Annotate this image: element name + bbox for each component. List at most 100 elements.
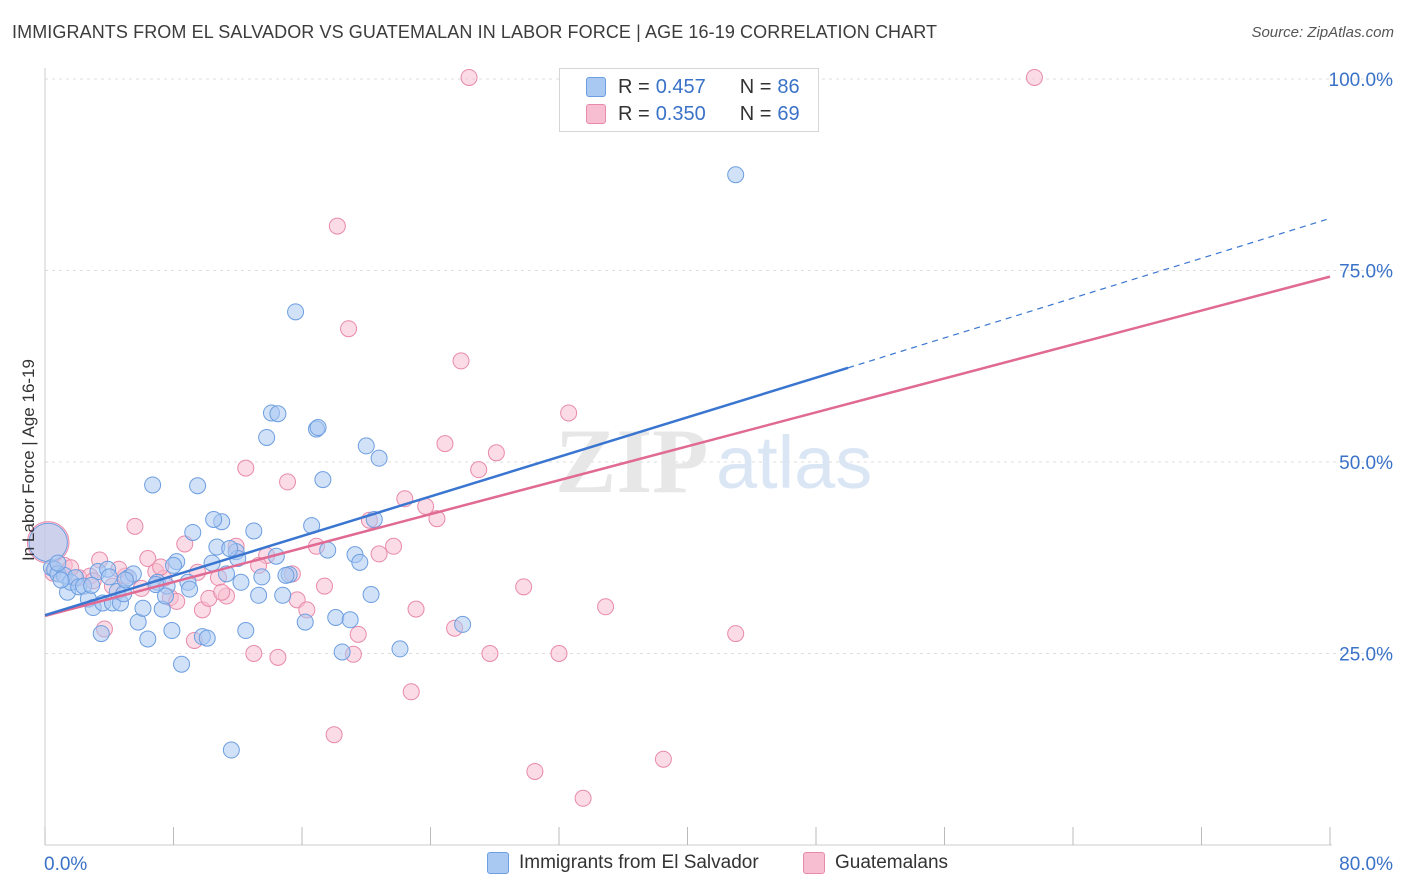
data-point	[139, 550, 157, 568]
legend: R = 0.457 N = 86 R = 0.350 N = 69	[559, 68, 819, 132]
data-point	[325, 726, 343, 744]
legend-swatch-pink	[586, 104, 606, 124]
data-point	[357, 437, 375, 455]
data-point	[327, 608, 345, 626]
data-point	[279, 473, 297, 491]
data-point	[116, 571, 134, 589]
trend-line-el-salvador-extension	[847, 217, 1331, 369]
legend-row-guatemalans: R = 0.350 N = 69	[586, 102, 800, 126]
data-point	[253, 568, 271, 586]
axis-labels: 25.0% 50.0% 75.0% 100.0% 0.0% 80.0%	[44, 70, 1393, 875]
data-point	[333, 643, 351, 661]
data-point	[173, 655, 191, 673]
y-tick-label: 75.0%	[1339, 262, 1393, 283]
y-tick-label: 50.0%	[1339, 453, 1393, 474]
data-point	[340, 320, 358, 338]
legend-r-value: 0.350	[655, 102, 706, 125]
data-point	[487, 444, 505, 462]
data-point	[314, 471, 332, 489]
data-point	[126, 517, 144, 535]
data-point	[134, 599, 152, 617]
data-point	[315, 577, 333, 595]
legend-r-value: 0.457	[655, 75, 706, 98]
y-tick-label: 25.0%	[1339, 645, 1393, 666]
trend-line-guatemalans	[44, 275, 1331, 618]
trend-line-el-salvador	[44, 366, 849, 617]
data-point	[351, 553, 369, 571]
data-point	[250, 586, 268, 604]
legend-n-label: N =	[739, 75, 772, 98]
data-point	[144, 476, 162, 494]
series-guatemalans	[26, 68, 1043, 807]
data-point	[181, 580, 199, 598]
legend-swatch-blue	[586, 77, 606, 97]
legend-n-value: 86	[777, 75, 800, 98]
data-point	[370, 545, 388, 563]
data-point	[370, 449, 388, 467]
bottom-legend-label: Guatemalans	[835, 852, 949, 873]
bottom-legend-swatch-pink	[803, 852, 825, 874]
data-point	[49, 554, 67, 572]
axes	[44, 68, 1332, 846]
y-tick-label: 100.0%	[1329, 70, 1394, 91]
data-point	[574, 789, 592, 807]
data-point	[176, 535, 194, 553]
data-point	[92, 625, 110, 643]
data-point	[296, 613, 314, 631]
x-tick-label: 80.0%	[1339, 854, 1393, 875]
data-point	[100, 568, 118, 586]
data-point	[470, 461, 488, 479]
data-point	[385, 537, 403, 555]
data-point	[341, 611, 359, 629]
data-point	[184, 523, 202, 541]
bottom-legend-el-salvador: Immigrants from El Salvador	[487, 852, 759, 874]
data-point	[481, 645, 499, 662]
data-point	[274, 586, 292, 604]
y-axis-label: In Labor Force | Age 16-19	[19, 359, 38, 561]
legend-n-value: 69	[777, 102, 800, 125]
data-point	[213, 583, 231, 601]
bottom-legend-swatch-blue	[487, 852, 509, 874]
data-point	[402, 683, 420, 701]
trend-lines	[44, 217, 1331, 618]
data-point	[163, 622, 181, 640]
data-point	[232, 573, 250, 591]
data-point	[221, 540, 239, 558]
data-point	[654, 750, 672, 768]
data-point	[362, 586, 380, 604]
x-tick-label: 0.0%	[44, 854, 87, 875]
data-point	[287, 303, 305, 321]
data-point	[165, 556, 182, 574]
legend-r-label: R =	[618, 102, 650, 125]
data-point	[205, 510, 223, 528]
data-point	[1025, 68, 1043, 86]
data-point	[328, 217, 346, 235]
data-point	[407, 600, 425, 618]
data-point	[550, 645, 568, 662]
data-point	[237, 459, 255, 477]
data-point	[391, 640, 409, 658]
data-point	[454, 615, 472, 633]
data-point	[526, 762, 544, 780]
data-point	[309, 419, 327, 437]
data-point	[319, 541, 337, 559]
data-point	[597, 598, 615, 616]
legend-row-el-salvador: R = 0.457 N = 86	[586, 75, 800, 99]
data-point	[277, 566, 295, 584]
data-point	[727, 625, 745, 643]
data-point	[269, 648, 287, 666]
data-point	[460, 68, 478, 86]
data-point	[515, 578, 533, 596]
data-point	[52, 571, 70, 589]
bottom-legend-label: Immigrants from El Salvador	[519, 852, 759, 873]
data-point	[349, 625, 367, 643]
data-point	[245, 522, 263, 540]
legend-n-label: N =	[739, 102, 772, 125]
data-point	[198, 629, 216, 647]
data-point	[189, 477, 207, 495]
data-point	[258, 428, 276, 446]
data-point	[139, 630, 157, 648]
data-point	[452, 352, 470, 370]
data-point	[436, 435, 454, 453]
